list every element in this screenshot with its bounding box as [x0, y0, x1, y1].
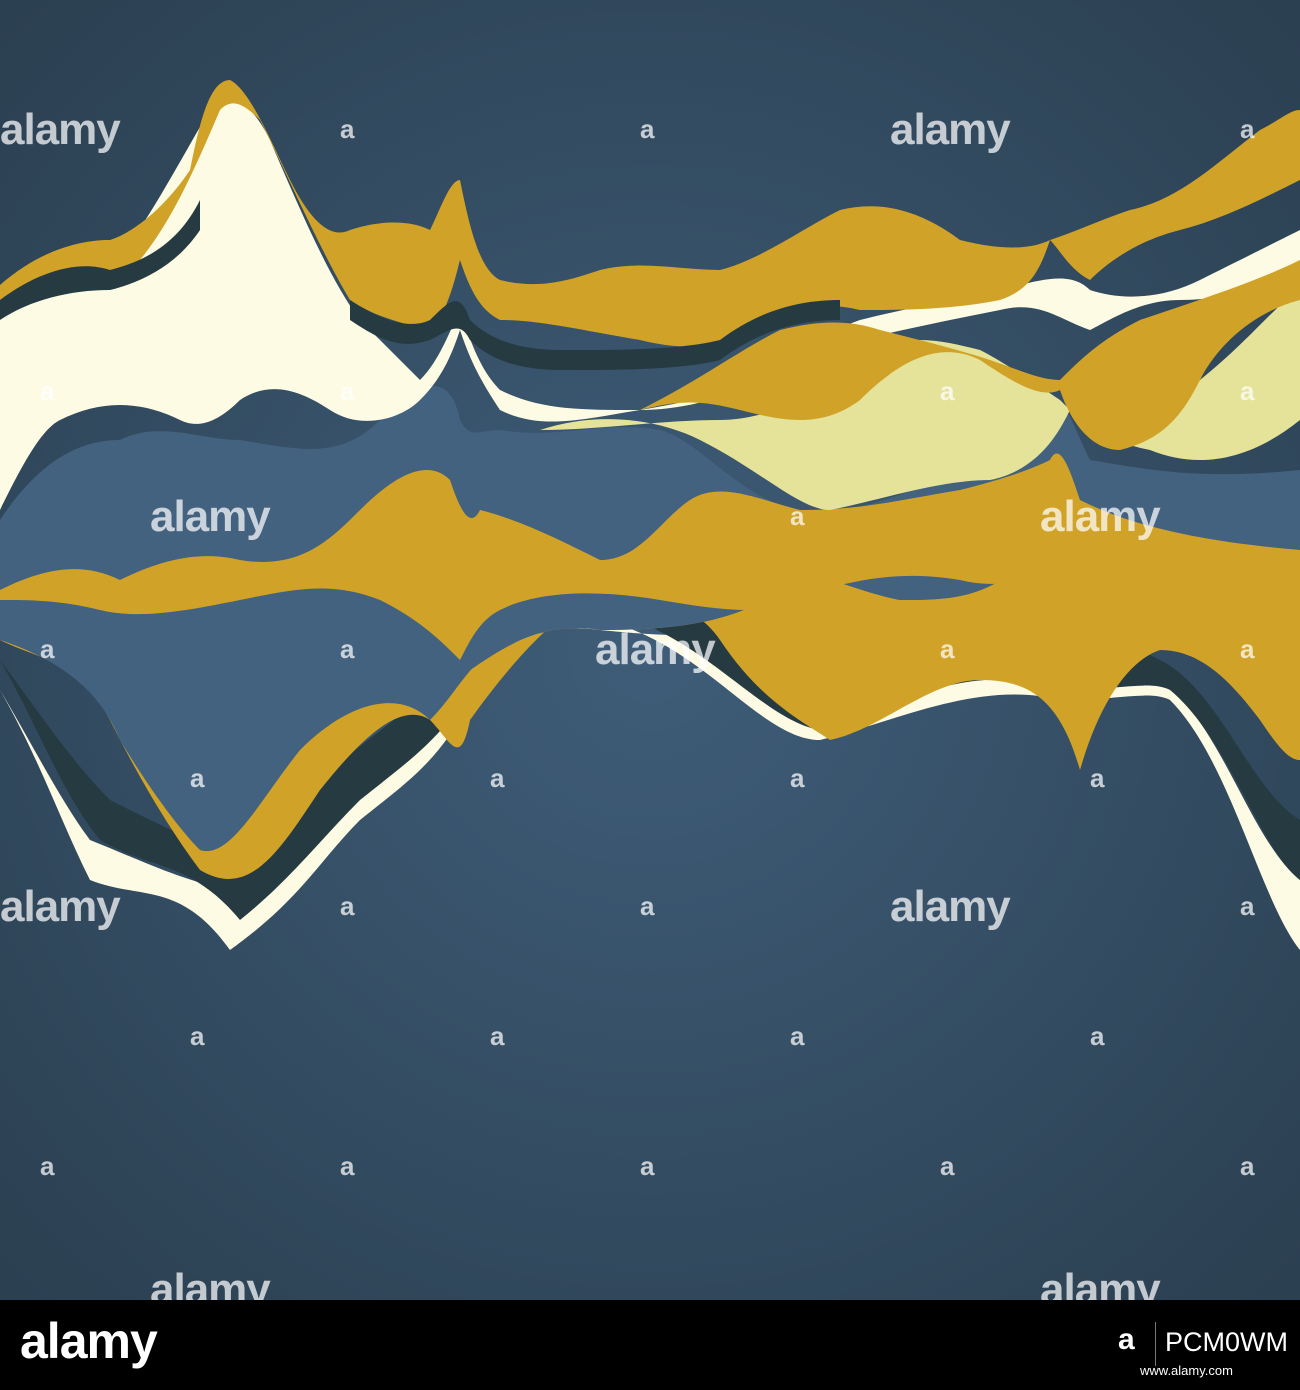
- wave-artwork: alamy a a alamy a a a a a alamy a alamy …: [0, 0, 1300, 1300]
- alamy-mark-icon: a: [1118, 1323, 1135, 1356]
- image-id: PCM0WM: [1165, 1327, 1288, 1357]
- wave-svg: [0, 0, 1300, 1300]
- alamy-logo: alamy: [20, 1313, 158, 1369]
- footer-bar: alamy a PCM0WM www.alamy.com: [0, 1300, 1300, 1390]
- footer-divider: [1155, 1322, 1156, 1366]
- upper-pale-yellow-band: [540, 290, 1300, 510]
- upper-dark-band: [0, 200, 200, 320]
- upper-gold-ridge: [0, 80, 1300, 347]
- upper-cream-band: [0, 100, 1300, 510]
- middle-gold-band: [0, 453, 1300, 660]
- lower-gold-band: [0, 500, 1300, 879]
- right-mid-gold-band: [640, 260, 1300, 450]
- upper-dark-band-right: [350, 300, 840, 370]
- footer-url: www.alamy.com: [1140, 1363, 1233, 1378]
